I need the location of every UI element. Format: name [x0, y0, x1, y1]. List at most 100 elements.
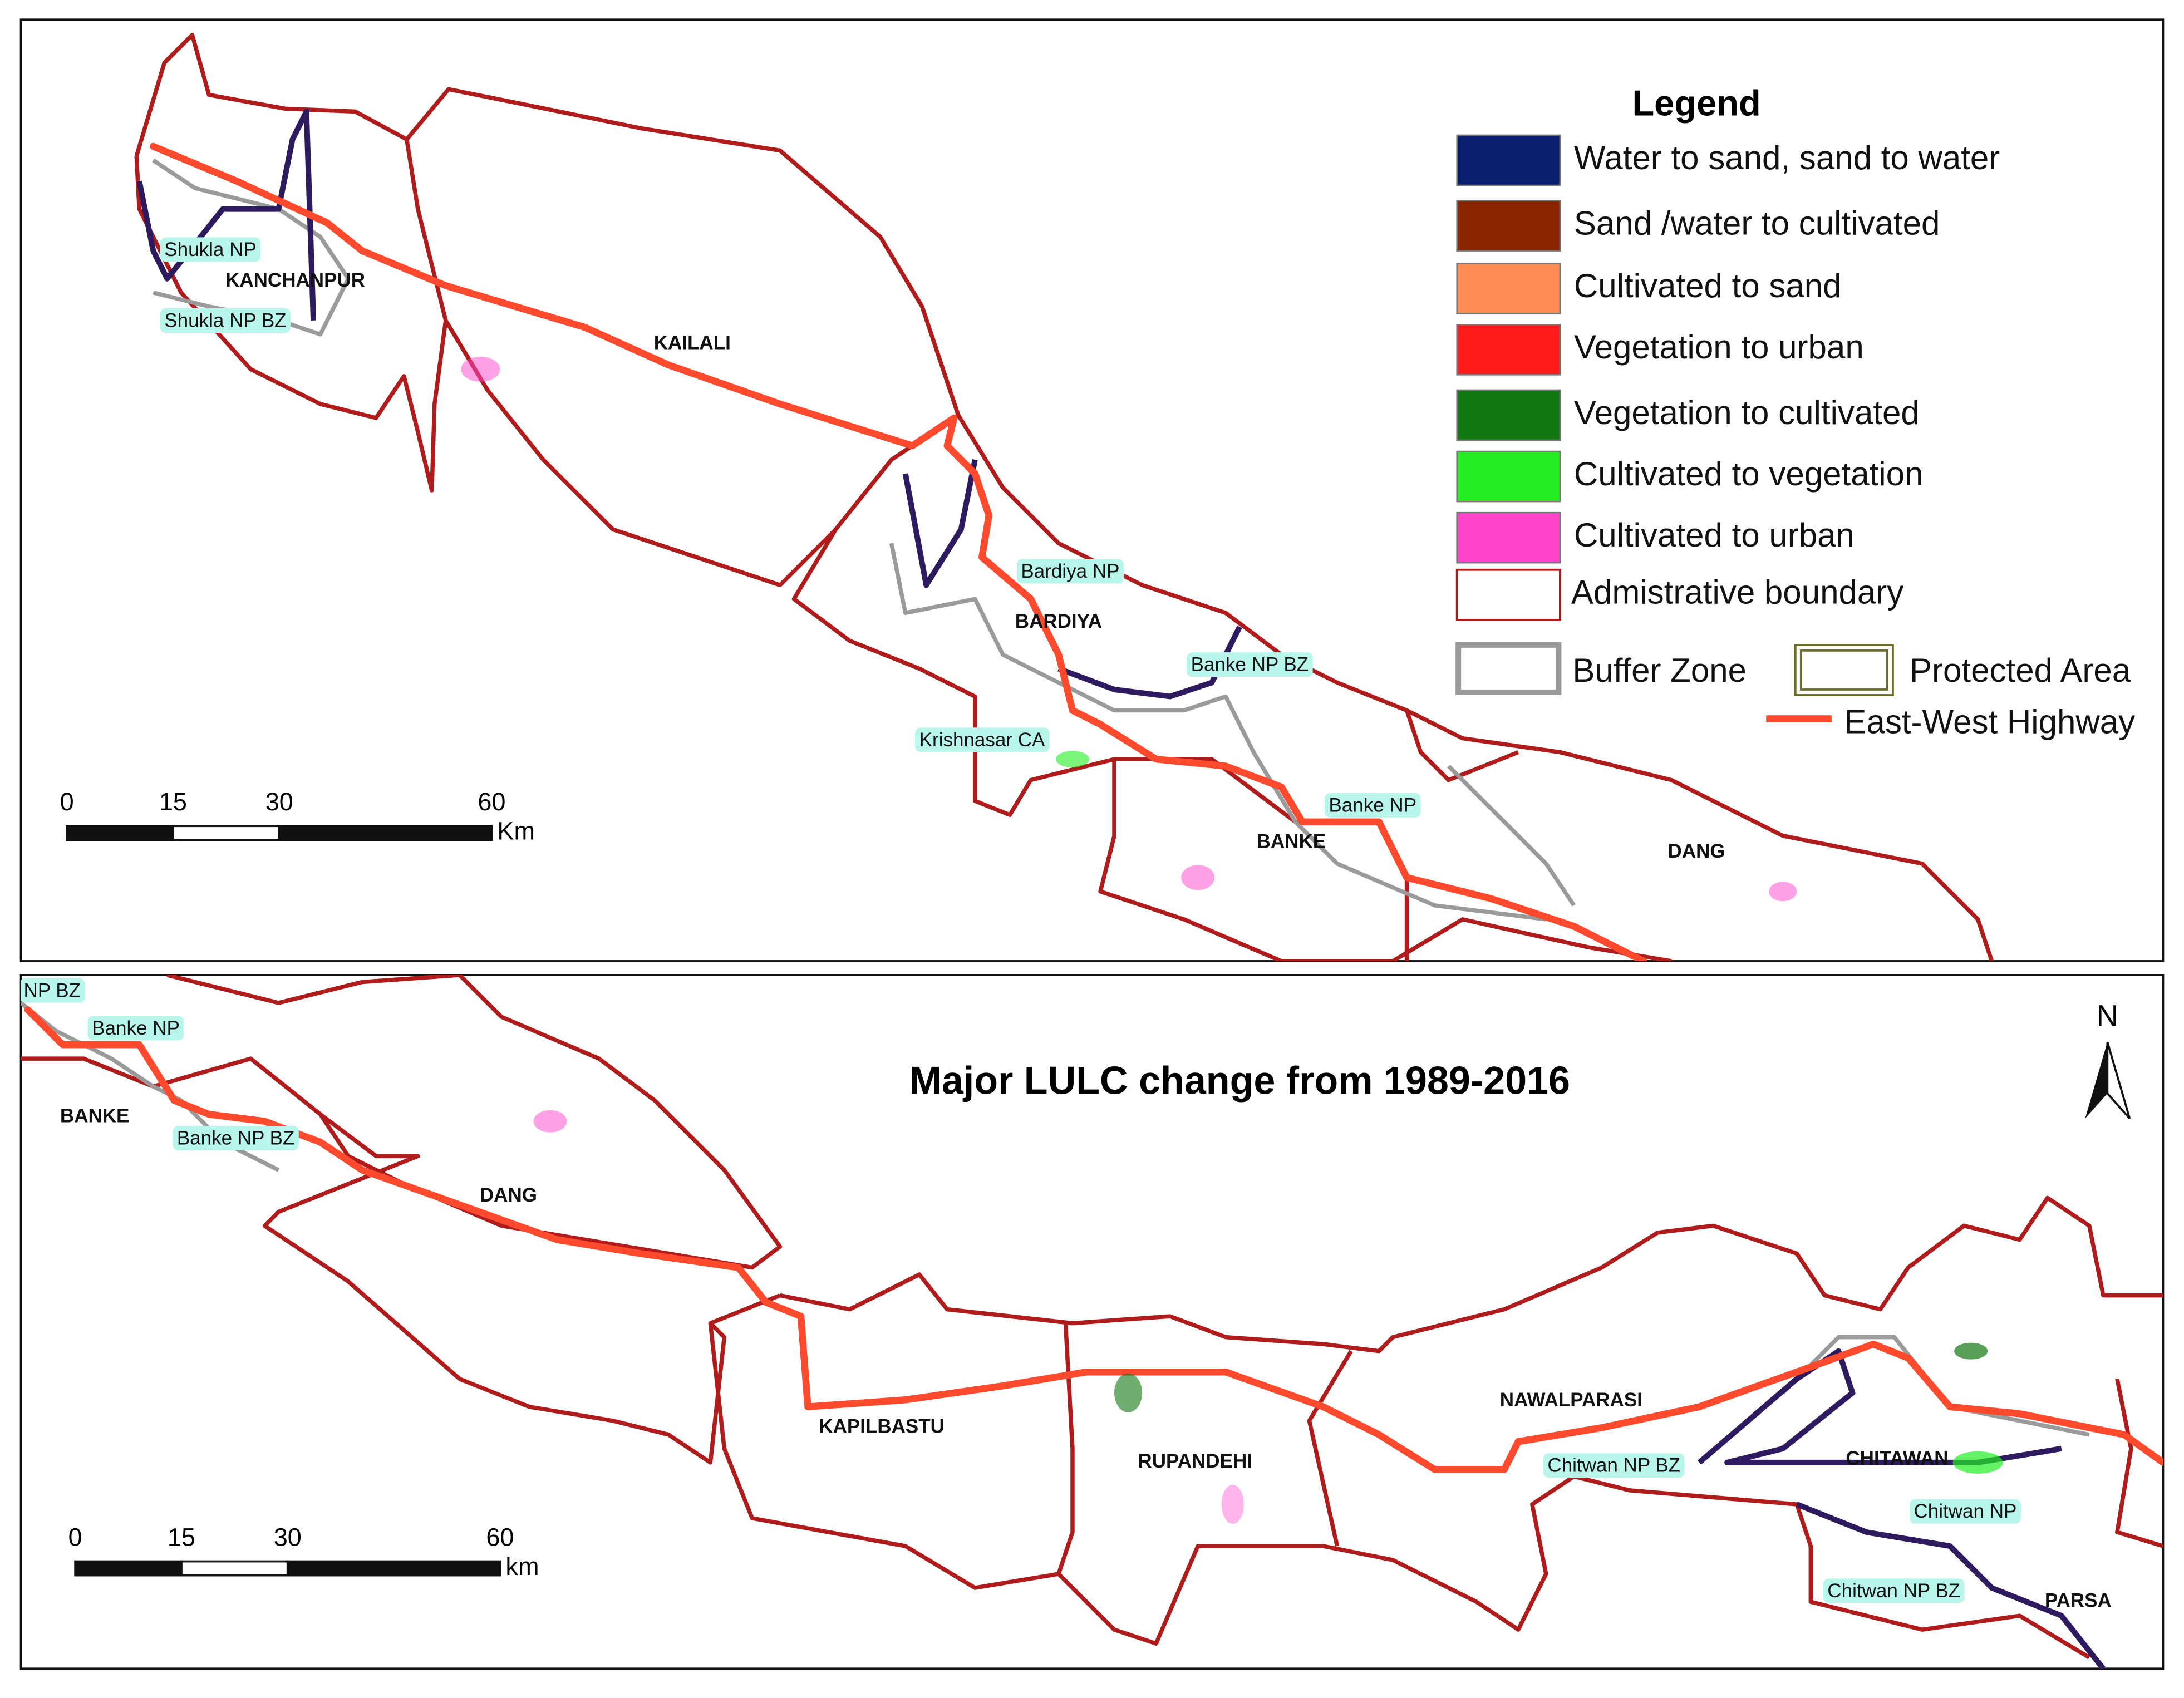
- district-boundary: [779, 1195, 2163, 1354]
- pa-label-bg: [160, 237, 261, 262]
- top-map: KANCHANPUR KAILALI BARDIYA BANKE DANG Sh…: [134, 33, 1994, 961]
- legend-swatch-inner: [1799, 649, 1888, 691]
- bottom-map: BANKE DANG KAPILBASTU RUPANDEHI NAWALPAR…: [21, 974, 2163, 1669]
- pa-label-bg: [1543, 1453, 1685, 1478]
- district-label: DANG: [1668, 840, 1725, 862]
- pa-label: Banke NP: [1329, 794, 1416, 816]
- pa-label: Banke NP BZ: [1191, 654, 1309, 676]
- legend-label: Vegetation to urban: [1574, 328, 1864, 366]
- district-boundary: [708, 1323, 2090, 1660]
- pa-labels: NP BZ Banke NP Banke NP BZ Chitwan NP BZ…: [21, 978, 2021, 1603]
- scale-label: 60: [478, 788, 505, 816]
- district-label: PARSA: [2045, 1589, 2112, 1611]
- pa-label-bg: [160, 308, 291, 333]
- buffer-zone: [889, 543, 1547, 922]
- scale-segment: [172, 825, 281, 841]
- scale-unit: Km: [497, 817, 535, 845]
- pa-label: Bardiya NP: [1021, 560, 1119, 582]
- pa-label: Chitwan NP: [1914, 1500, 2017, 1522]
- legend-label: Buffer Zone: [1572, 652, 1747, 689]
- pa-label: Banke NP BZ: [177, 1128, 295, 1149]
- legend-swatch: [1456, 134, 1561, 186]
- legend-label: Vegetation to cultivated: [1574, 394, 1920, 431]
- scale-label: 60: [486, 1523, 514, 1551]
- scale-segment: [286, 1560, 501, 1577]
- scale-label: 0: [68, 1523, 82, 1551]
- district-boundary: [1405, 710, 1519, 782]
- district-boundary: [1307, 1350, 1353, 1547]
- legend-label: Sand /water to cultivated: [1574, 204, 1940, 242]
- district-boundary: [2115, 1378, 2163, 1548]
- pa-label: Shukla NP: [164, 239, 256, 260]
- pa-label-bg: [21, 978, 85, 1003]
- buffer-zone: [1447, 764, 1576, 907]
- scale-segment: [74, 1560, 183, 1577]
- pa-label-bg: [1016, 559, 1124, 584]
- legend-label: Cultivated to vegetation: [1574, 455, 1924, 493]
- legend-label: Cultivated to sand: [1574, 267, 1842, 304]
- legend-swatch: [1455, 642, 1562, 695]
- north-label: N: [2096, 998, 2118, 1033]
- pa-label: Banke NP: [92, 1017, 180, 1039]
- district-boundary: [134, 156, 448, 493]
- scale-label: 30: [274, 1523, 302, 1551]
- district-label: CHITAWAN: [1846, 1448, 1948, 1469]
- district-boundary: [1056, 1323, 1075, 1575]
- pa-label-bg: [915, 727, 1050, 752]
- protected-area: [902, 459, 978, 588]
- district-label: BARDIYA: [1015, 611, 1102, 632]
- legend-swatch: [1456, 324, 1561, 376]
- map-title: Major LULC change from 1989-2016: [909, 1059, 1570, 1103]
- pa-label-bg: [1187, 652, 1313, 677]
- scale-segment: [278, 825, 493, 841]
- legend-swatch: [1455, 568, 1561, 621]
- pa-label-bg: [1823, 1578, 1965, 1603]
- scale-label: 15: [168, 1523, 195, 1551]
- legend-swatch: [1456, 262, 1561, 314]
- scale-label: 0: [60, 788, 74, 816]
- district-label: RUPANDEHI: [1138, 1450, 1252, 1472]
- protected-area: [1796, 1502, 2106, 1669]
- scale-segment: [180, 1560, 289, 1577]
- scale-label: 30: [265, 788, 293, 816]
- district-label: BANKE: [1257, 830, 1326, 852]
- district-label: KAILALI: [654, 332, 731, 354]
- scale-unit: km: [505, 1552, 539, 1581]
- district-boundary: [405, 139, 838, 588]
- legend-swatch: [1456, 200, 1561, 252]
- scale-segment: [66, 825, 174, 841]
- pa-labels: Shukla NP Shukla NP BZ Bardiya NP Banke …: [160, 237, 1421, 818]
- legend-swatch: [1456, 389, 1561, 441]
- legend-swatch: [1456, 450, 1561, 503]
- legend-label: East-West Highway: [1844, 703, 2135, 740]
- district-label: NAWALPARASI: [1500, 1389, 1642, 1411]
- scale-label: 15: [159, 788, 187, 816]
- district-boundary: [134, 33, 1672, 961]
- pa-label-bg: [173, 1126, 299, 1151]
- legend-swatch: [1456, 511, 1561, 564]
- district-label: DANG: [480, 1184, 537, 1206]
- legend-label: Protected Area: [1910, 652, 2131, 689]
- district-label: KANCHANPUR: [225, 269, 365, 291]
- north-arrow: N: [2085, 998, 2131, 1119]
- legend-label: Cultivated to urban: [1574, 516, 1855, 554]
- legend-label: Water to sand, sand to water: [1574, 139, 2000, 176]
- district-label: KAPILBASTU: [819, 1416, 945, 1438]
- pa-label: Chitwan NP BZ: [1547, 1455, 1680, 1476]
- pa-label-bg: [1909, 1499, 2021, 1524]
- pa-label: Shukla NP BZ: [164, 310, 286, 332]
- pa-label-bg: [1324, 793, 1421, 818]
- legend-title: Legend: [1632, 83, 1760, 124]
- district-boundary: [21, 1056, 781, 1465]
- legend-label: Admistrative boundary: [1571, 574, 1903, 611]
- pa-label: NP BZ: [24, 980, 81, 1001]
- district-label: BANKE: [60, 1105, 130, 1126]
- protected-area: [136, 109, 317, 321]
- pa-label: Chitwan NP BZ: [1827, 1580, 1960, 1602]
- legend: Legend Water to sand, sand to water Sand …: [1455, 83, 2135, 740]
- pa-label-bg: [87, 1016, 184, 1041]
- highway: [150, 142, 1647, 961]
